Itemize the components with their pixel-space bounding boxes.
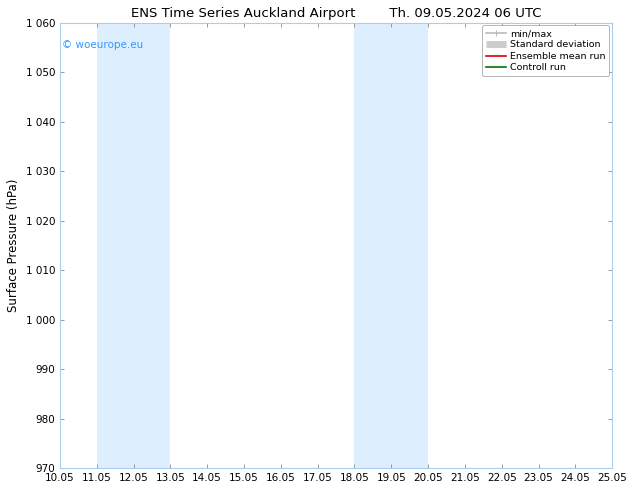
Title: ENS Time Series Auckland Airport        Th. 09.05.2024 06 UTC: ENS Time Series Auckland Airport Th. 09.… xyxy=(131,7,541,20)
Bar xyxy=(354,23,428,468)
Text: © woeurope.eu: © woeurope.eu xyxy=(62,40,144,50)
Legend: min/max, Standard deviation, Ensemble mean run, Controll run: min/max, Standard deviation, Ensemble me… xyxy=(482,25,609,76)
Bar xyxy=(612,23,631,468)
Bar xyxy=(96,23,171,468)
Y-axis label: Surface Pressure (hPa): Surface Pressure (hPa) xyxy=(7,179,20,312)
